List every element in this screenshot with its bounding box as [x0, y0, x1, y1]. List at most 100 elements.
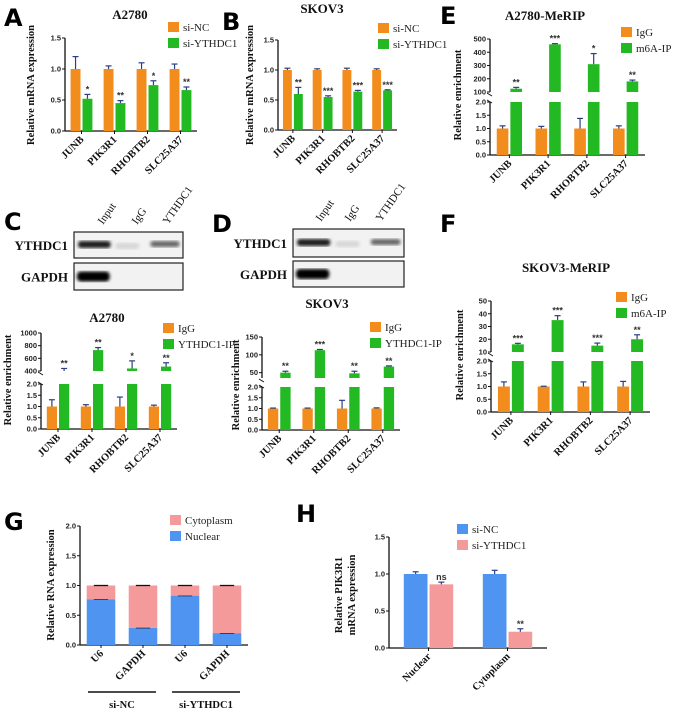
y-tick-label: 0.0	[66, 641, 76, 650]
y-tick-label: 2.0	[476, 98, 486, 107]
x-tick-label: U6	[173, 648, 190, 665]
y-tick-label: 40	[479, 309, 487, 318]
axis-break-mark	[258, 378, 265, 383]
y-tick-label: 100	[245, 350, 258, 359]
bar-si-ythdc1	[181, 90, 192, 131]
y-tick-label: 1.5	[51, 34, 61, 43]
bar-si-nc	[342, 70, 352, 130]
bar-si-nc	[282, 70, 292, 130]
bar-si-ythdc1	[353, 91, 363, 130]
panel-label-c: C	[4, 208, 22, 236]
y-tick-label: 400	[24, 367, 37, 376]
bar-ythdc1-ip	[349, 387, 360, 430]
y-tick-label: 0.5	[375, 607, 385, 616]
legend-swatch	[170, 515, 181, 525]
bar-m6a-ip	[631, 361, 644, 412]
panel-label-h: H	[296, 500, 316, 528]
y-tick-label: 30	[479, 322, 487, 331]
legend-label: Nuclear	[185, 531, 220, 543]
y-tick-label: 0.0	[477, 408, 487, 417]
y-tick-label: 2.0	[477, 357, 487, 366]
lane-label: Input	[314, 198, 337, 224]
legend-swatch	[163, 323, 174, 333]
bar-ythdc1-ip	[127, 384, 138, 429]
bar-ythdc1-ip-upper	[349, 373, 360, 378]
y-tick-label: 0.0	[248, 426, 258, 435]
bar-si-ythdc1	[383, 90, 393, 130]
bar-ythdc1-ip	[314, 387, 326, 430]
x-tick-label: RHOBTB2	[549, 158, 592, 201]
significance-label: **	[634, 325, 642, 335]
bar-nuclear	[212, 633, 242, 645]
y-tick-label: 1.5	[66, 551, 76, 560]
y-tick-label: 200	[473, 74, 486, 83]
x-tick-label: GAPDH	[198, 648, 233, 683]
western-blot-c: Input IgG YTHDC1 YTHDC1 GAPDH	[15, 184, 195, 291]
significance-label: **	[282, 361, 290, 371]
y-tick-label: 2.0	[66, 522, 76, 531]
y-tick-label: 0.0	[476, 151, 486, 160]
y-axis-label: Relative enrichment	[453, 49, 464, 140]
band-input	[78, 241, 111, 248]
chart-f: 0.0 0.5 1.0 1.5 2.010 20 30 40 50 JUNB *** PIK3R1 **…	[455, 260, 666, 459]
legend-label: si-NC	[472, 524, 498, 536]
bar-si-nc	[169, 69, 180, 131]
x-tick-label: SLC25A37	[593, 415, 635, 457]
blot-row-label: GAPDH	[21, 270, 68, 285]
legend-swatch	[168, 38, 179, 48]
band-igg	[335, 241, 360, 247]
bar-ythdc1-ip-upper	[280, 372, 291, 378]
legend-swatch	[370, 338, 381, 348]
y-axis-label: Relative mRNA expression	[26, 25, 37, 145]
bar-igg	[302, 408, 313, 430]
bar-si-nc	[482, 574, 507, 648]
y-tick-label: 0.5	[248, 415, 258, 424]
legend-swatch	[616, 308, 627, 318]
significance-label: **	[513, 77, 521, 87]
y-tick-label: 100	[473, 88, 486, 97]
band-input	[297, 239, 331, 246]
x-tick-label: GAPDH	[114, 648, 149, 683]
legend-label: m6A-IP	[631, 308, 666, 320]
legend-label: YTHDC1-IP	[178, 339, 235, 351]
legend-swatch	[621, 43, 632, 53]
legend-swatch	[163, 339, 174, 349]
band-ythdc1	[150, 241, 180, 247]
x-tick-label: JUNB	[36, 432, 63, 459]
y-tick-label: 1.0	[477, 382, 487, 391]
significance-label: **	[385, 356, 393, 366]
charts-layer: 0.00.51.01.5JUNB*PIK3R1**RHOBTB2*SLC25A3…	[3, 1, 671, 711]
x-tick-label: Nuclear	[401, 651, 434, 684]
bar-igg	[497, 386, 510, 412]
bar-igg	[577, 386, 590, 412]
y-tick-label: 50	[250, 368, 258, 377]
legend-label: IgG	[631, 292, 648, 304]
bar-igg	[114, 406, 125, 429]
group-label: si-YTHDC1	[179, 700, 233, 711]
bar-m6a-ip-upper	[511, 344, 524, 352]
bar-si-nc	[372, 70, 382, 130]
x-tick-label: PIK3R1	[519, 158, 553, 192]
bar-ythdc1-ip	[383, 387, 395, 430]
bar-ythdc1-ip	[280, 387, 291, 430]
bar-igg	[46, 406, 57, 429]
panel-label-d: D	[212, 210, 232, 238]
bar-ythdc1-ip-upper	[93, 350, 104, 371]
x-tick-label: JUNB	[257, 433, 284, 460]
legend-swatch	[168, 22, 179, 32]
panel-label-b: B	[222, 8, 240, 36]
bar-si-ythdc1	[115, 103, 126, 131]
x-tick-label: JUNB	[489, 415, 516, 442]
bar-m6a-ip	[551, 361, 564, 412]
panel-label-e: E	[440, 2, 456, 30]
y-tick-label: 1.5	[248, 393, 258, 402]
bar-cytoplasm	[170, 585, 200, 596]
legend-label: si-NC	[183, 22, 209, 34]
bar-m6a-ip-upper	[587, 64, 600, 92]
legend-swatch	[378, 39, 389, 49]
bar-ythdc1-ip-upper	[314, 350, 326, 378]
legend-swatch	[616, 292, 627, 302]
y-axis-label: Relative enrichment	[3, 334, 14, 425]
x-tick-label: PIK3R1	[285, 433, 319, 467]
